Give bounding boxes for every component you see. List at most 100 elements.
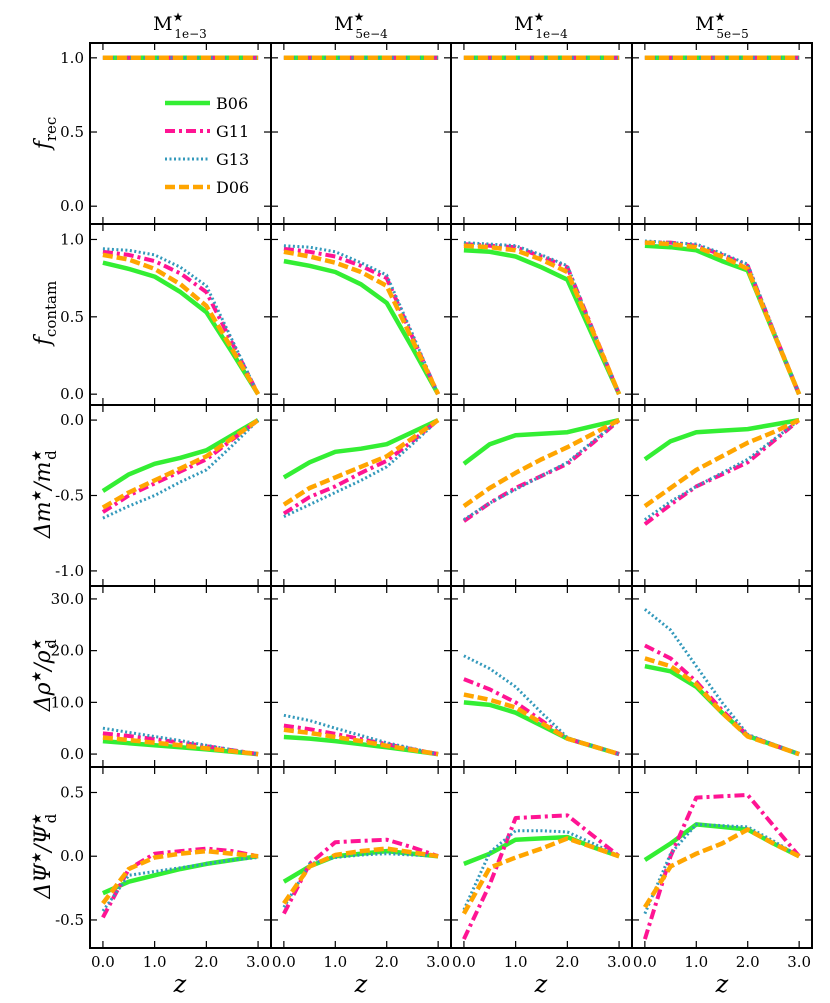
- legend-label-g13: G13: [216, 150, 249, 169]
- y-tick-label: 0.0: [60, 745, 84, 763]
- series-line-d06: [283, 249, 441, 396]
- series-line-g11: [462, 813, 621, 940]
- panel-r2-c2: [270, 223, 452, 406]
- series-line-d06: [463, 243, 622, 396]
- panel-r2-c1: 0.0 0.5 1.0: [60, 223, 272, 406]
- series-group: [283, 713, 439, 757]
- series-line-d06: [644, 240, 802, 396]
- series-line-g11: [462, 418, 621, 523]
- y-tick-label: 1.0: [60, 230, 84, 248]
- panel-r3-c4: [631, 404, 813, 587]
- panel-frame: [450, 585, 633, 768]
- legend-label-b06: B06: [216, 94, 248, 113]
- series-line-g13: [102, 419, 260, 520]
- series-line-g13: [463, 654, 620, 756]
- x-axis-labels: z z z z: [173, 970, 729, 998]
- series-line-b06: [462, 417, 620, 466]
- series-line-b06: [283, 258, 441, 396]
- series-line-b06: [463, 248, 622, 396]
- col-title-4: M★ 5e−5: [695, 10, 749, 41]
- xlabel-col2: z: [354, 970, 368, 998]
- x-tick-label: 0.0: [452, 953, 476, 971]
- panel-r1-c2: [270, 42, 452, 225]
- legend-label-g11: G11: [216, 122, 249, 141]
- series-line-b06: [643, 417, 800, 462]
- series-group: [283, 244, 441, 396]
- series-line-g11: [283, 246, 440, 396]
- series-group: [461, 813, 621, 940]
- y-tick-label: 0.0: [60, 847, 84, 865]
- panel-r4-c4: [631, 585, 813, 768]
- row-label-dpsi: ΔΨ★/Ψ★d: [30, 813, 60, 899]
- series-line-g13: [102, 247, 260, 395]
- series-group: [282, 837, 439, 915]
- panel-r3-c1: -1.0 -0.5 0.0: [55, 404, 272, 587]
- series-line-d06: [282, 846, 439, 905]
- panel-frame: [631, 766, 813, 949]
- panel-r3-c3: [450, 404, 633, 587]
- panel-frame: [450, 42, 633, 225]
- series-line-b06: [102, 260, 261, 396]
- panel-r4-c2: [270, 585, 452, 768]
- series-line-d06: [101, 418, 260, 510]
- series-group: [463, 654, 620, 757]
- series-group: [644, 239, 802, 396]
- x-tick-label: 2.0: [736, 953, 760, 971]
- y-tick-label: 0.5: [60, 123, 84, 141]
- series-line-g13: [101, 856, 259, 912]
- series-group: [102, 726, 259, 757]
- panel-r5-c3: 0.0 1.0 2.0 3.0: [450, 766, 633, 971]
- series-line-g11: [101, 846, 259, 919]
- x-tick-label: 0.0: [91, 953, 115, 971]
- series-line-d06: [282, 418, 440, 507]
- x-tick-label: 3.0: [787, 953, 811, 971]
- series-line-d06: [463, 692, 620, 757]
- series-group: [102, 247, 261, 396]
- series-line-d06: [642, 827, 801, 909]
- panel-r4-c3: [450, 585, 633, 768]
- series-line-g11: [642, 793, 801, 940]
- panel-r5-c4: 0.0 1.0 2.0 3.0: [631, 766, 813, 971]
- series-line-g13: [283, 419, 440, 518]
- series-group: [643, 417, 801, 526]
- series-line-g13: [282, 852, 439, 908]
- series-line-b06: [101, 418, 260, 493]
- series-line-d06: [102, 252, 261, 396]
- x-tick-label: 0.0: [272, 953, 296, 971]
- series-line-g13: [283, 244, 440, 395]
- series-line-d06: [462, 418, 621, 508]
- series-group: [462, 417, 621, 523]
- x-tick-label: 0.0: [633, 953, 657, 971]
- y-tick-label: 0.0: [60, 197, 84, 215]
- legend: B06 G11 G13 D06: [165, 94, 249, 197]
- xlabel-col4: z: [715, 970, 729, 998]
- panel-frame: [631, 42, 813, 225]
- panel-r3-c2: [270, 404, 452, 587]
- series-line-d06: [461, 836, 620, 915]
- x-tick-label: 3.0: [607, 953, 631, 971]
- x-tick-label: 2.0: [194, 953, 218, 971]
- series-line-b06: [282, 418, 440, 480]
- series-line-g11: [644, 643, 800, 756]
- panel-r1-c3: [450, 42, 633, 225]
- series-line-d06: [101, 848, 259, 905]
- xlabel-col3: z: [534, 970, 548, 998]
- x-tick-label: 1.0: [323, 953, 347, 971]
- panel-r1-c1: 0.0 0.5 1.0: [60, 42, 272, 225]
- x-tick-label: 3.0: [246, 953, 270, 971]
- series-group: [463, 241, 622, 396]
- panel-frame: [631, 223, 813, 406]
- y-tick-label: 0.0: [60, 385, 84, 403]
- series-line-d06: [644, 656, 800, 757]
- x-tick-label: 1.0: [684, 953, 708, 971]
- series-group: [101, 418, 260, 520]
- series-line-g11: [644, 240, 801, 395]
- series-line-g13: [644, 239, 801, 395]
- series-line-b06: [644, 663, 800, 757]
- y-tick-label: 0.0: [60, 411, 84, 429]
- series-group: [101, 846, 259, 919]
- series-line-d06: [102, 735, 259, 757]
- y-tick-label: 1.0: [60, 49, 84, 67]
- series-line-g13: [643, 822, 800, 915]
- panel-r2-c4: [631, 223, 813, 406]
